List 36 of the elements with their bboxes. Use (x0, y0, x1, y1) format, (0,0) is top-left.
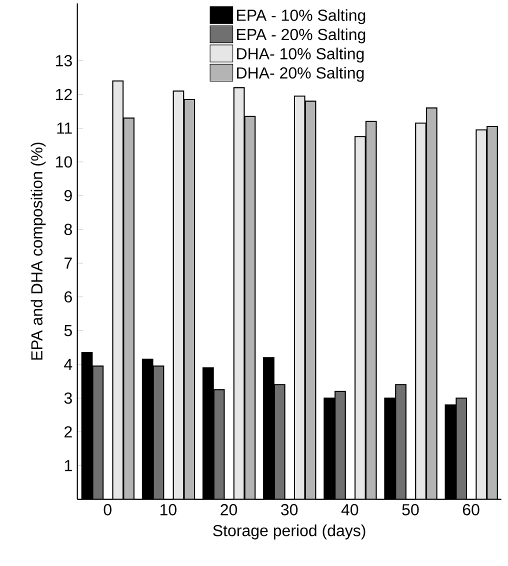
legend-label: DHA- 20% Salting (237, 66, 364, 82)
bar (335, 391, 346, 500)
x-tick-label: 50 (402, 504, 419, 516)
y-tick-label: 11 (57, 122, 72, 134)
bar (274, 384, 285, 500)
bar (124, 118, 134, 500)
y-axis-title: EPA and DHA composition (%) (30, 142, 46, 360)
x-axis-title: Storage period (days) (213, 524, 366, 540)
y-tick-label: 3 (64, 392, 72, 404)
x-tick-label: 60 (462, 504, 480, 516)
y-tick-label: 4 (64, 358, 72, 370)
bar (416, 123, 426, 500)
x-tick-label: 0 (104, 504, 112, 516)
bar (355, 136, 366, 500)
y-tick-label: 7 (64, 258, 72, 269)
x-tick-label: 40 (341, 504, 358, 516)
legend-label: DHA- 10% Salting (237, 48, 364, 63)
y-tick-label: 6 (64, 291, 72, 303)
y-tick-label: 5 (64, 325, 72, 336)
y-tick-label: 2 (64, 426, 72, 438)
legend-label: EPA - 10% Salting (237, 9, 366, 24)
x-tick-label: 30 (281, 504, 298, 516)
bar (486, 126, 498, 500)
y-tick-label: 12 (56, 88, 72, 100)
bar (476, 129, 488, 500)
x-tick-label: 20 (220, 504, 238, 516)
bar (426, 108, 437, 500)
x-tick-label: 10 (160, 504, 176, 516)
y-tick-label: 1 (64, 460, 72, 472)
y-tick-label: 10 (56, 156, 72, 168)
bar (396, 384, 406, 500)
legend-label: EPA - 20% Salting (237, 28, 366, 44)
y-tick-label: 8 (64, 224, 72, 236)
y-tick-label: 9 (64, 190, 72, 202)
bar (456, 398, 468, 500)
y-tick-label: 13 (56, 55, 72, 66)
